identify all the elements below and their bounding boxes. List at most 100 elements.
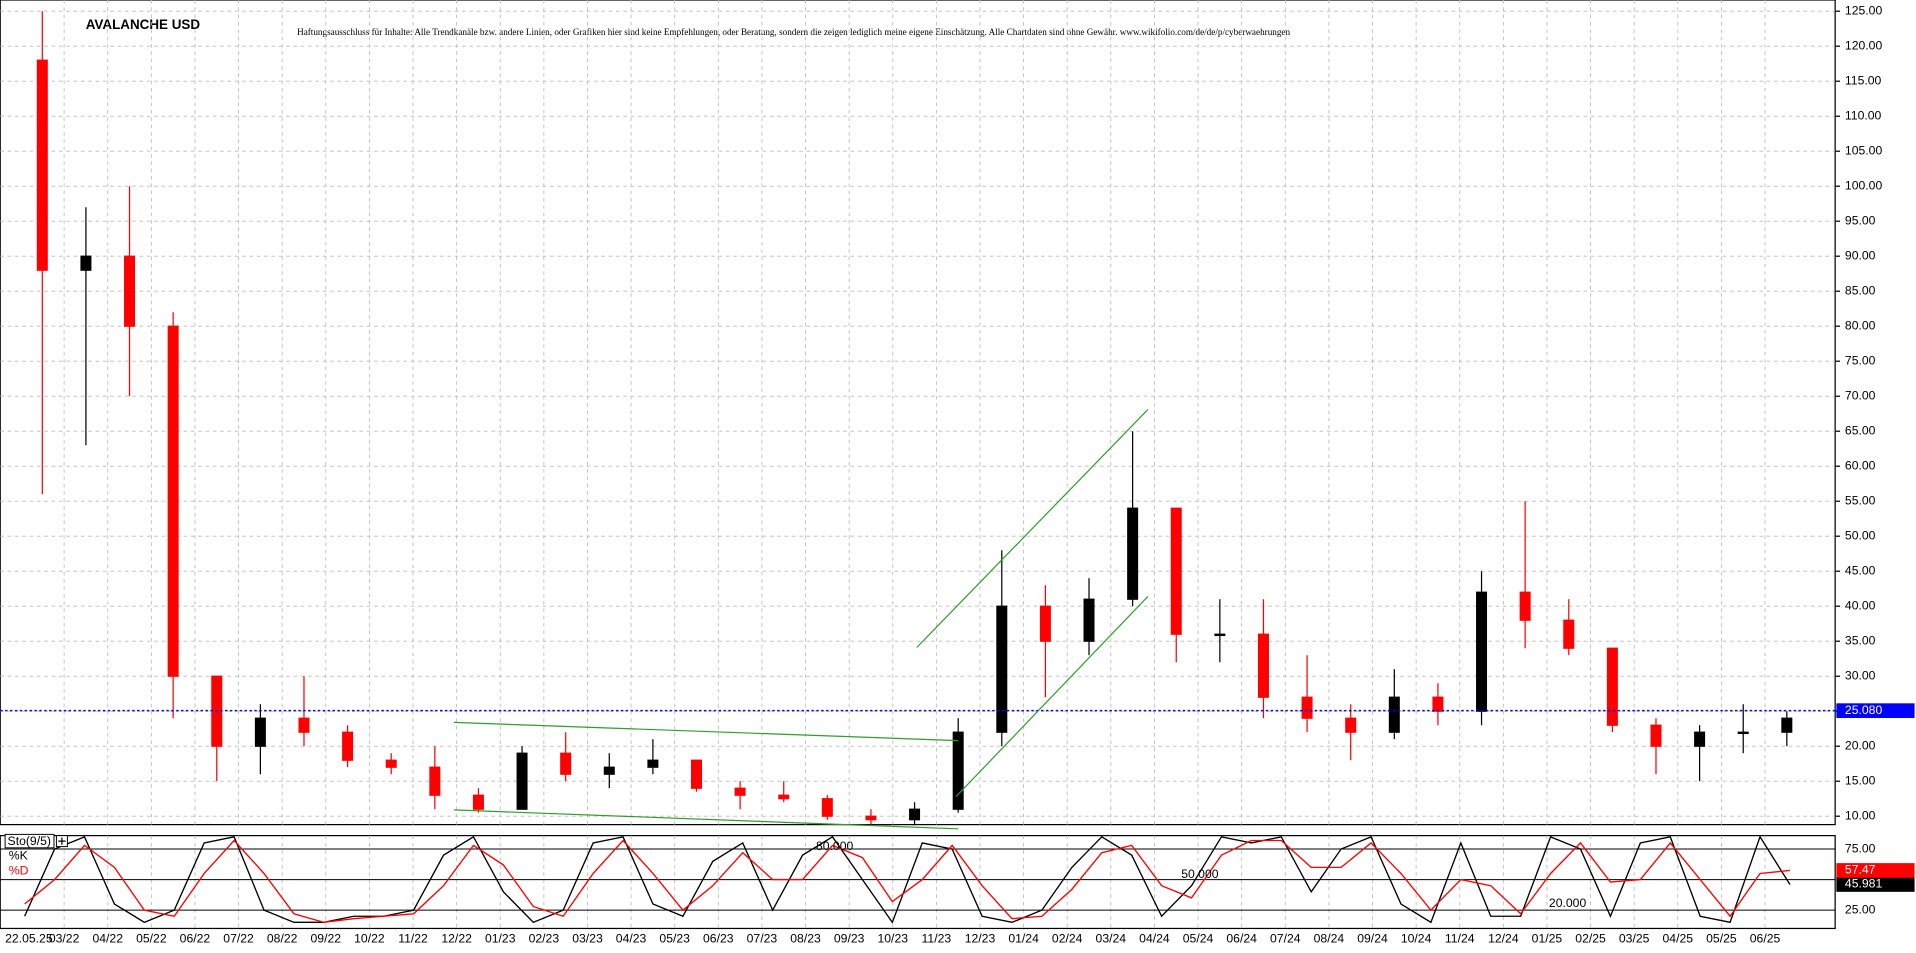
y-tick-label: 40.00 [1845, 598, 1876, 612]
disclaimer: Haftungsausschluss für Inhalte: Alle Tre… [297, 27, 1290, 37]
value-label: 57.47 [1845, 863, 1876, 877]
candle-body [560, 752, 572, 775]
candle-body [603, 766, 615, 775]
legend-entry: %D [9, 863, 29, 877]
y-tick-label: 100.00 [1845, 178, 1883, 192]
candle-body [342, 731, 354, 761]
x-tick-label: 07/23 [747, 932, 778, 946]
x-tick-label: 09/23 [834, 932, 865, 946]
x-tick-label: 11/24 [1445, 932, 1475, 946]
x-tick-label: 22.05.25 [5, 932, 53, 946]
y-tick-label: 80.00 [1845, 318, 1876, 332]
legend-title: Sto(9/5) [8, 834, 51, 848]
y-tick-label: 70.00 [1845, 388, 1876, 402]
candle-body [647, 759, 659, 768]
y-tick-label: 85.00 [1845, 283, 1876, 297]
candle-body [385, 759, 397, 768]
candle-body [1257, 633, 1269, 698]
candle-body [1345, 717, 1357, 733]
candle-body [1039, 605, 1051, 642]
candle-body [167, 325, 179, 677]
y-tick-label: 115.00 [1845, 73, 1882, 87]
x-tick-label: 10/22 [354, 932, 385, 946]
y-tick-label: 65.00 [1845, 423, 1876, 437]
candle-body [429, 766, 441, 796]
candle-body [1083, 598, 1095, 642]
candle-body [1519, 591, 1531, 621]
candle-body [778, 794, 790, 800]
x-tick-label: 03/25 [1619, 932, 1650, 946]
x-tick-label: 07/22 [223, 932, 254, 946]
legend-entry: %K [9, 849, 28, 863]
trendline [955, 595, 1149, 798]
x-tick-label: 01/23 [485, 932, 516, 946]
x-tick-label: 10/23 [877, 932, 908, 946]
value-label-bg [1836, 877, 1915, 892]
candle-body [1214, 633, 1226, 637]
legend-box [4, 833, 55, 849]
x-tick-label: 05/22 [136, 932, 167, 946]
y-tick-label: 20.00 [1845, 738, 1876, 752]
x-tick-label: 04/24 [1139, 932, 1170, 946]
x-tick-label: 05/24 [1183, 932, 1214, 946]
x-tick-label: 09/22 [311, 932, 342, 946]
candle-body [952, 731, 964, 810]
candle-body [1388, 696, 1400, 733]
stoch-line [24, 839, 1791, 924]
x-tick-label: 05/23 [659, 932, 690, 946]
candle-body [516, 752, 528, 810]
x-tick-label: 11/22 [398, 932, 428, 946]
x-tick-label: 08/23 [790, 932, 821, 946]
y-tick-label: 110.00 [1845, 108, 1882, 122]
x-tick-label: 06/25 [1750, 932, 1781, 946]
y-tick-label: 35.00 [1845, 633, 1876, 647]
x-tick-label: 12/23 [965, 932, 996, 946]
x-tick-label: 03/24 [1096, 932, 1127, 946]
stoch-line [24, 835, 1791, 924]
candle-body [691, 759, 703, 789]
trendline [916, 409, 1149, 648]
y-tick-label: 90.00 [1845, 248, 1876, 262]
price-frame [0, 0, 1836, 826]
x-tick-label: 01/24 [1008, 932, 1039, 946]
x-tick-label: 10/24 [1401, 932, 1432, 946]
legend-plus [58, 837, 66, 845]
y-tick-label: 105.00 [1845, 143, 1883, 157]
x-tick-label: 06/24 [1226, 932, 1257, 946]
x-tick-label: 03/22 [49, 932, 80, 946]
candle-body [909, 808, 921, 821]
y-tick-label: 50.00 [1845, 528, 1876, 542]
candle-body [1170, 507, 1182, 635]
y-tick-label: 95.00 [1845, 213, 1876, 227]
y-tick-label: 15.00 [1845, 773, 1876, 787]
stoch-frame [0, 834, 1836, 930]
candle-body [1301, 696, 1313, 719]
candle-body [36, 59, 48, 271]
y-tick-label: 30.00 [1845, 668, 1876, 682]
x-tick-label: 12/22 [441, 932, 472, 946]
x-tick-label: 03/23 [572, 932, 603, 946]
x-tick-label: 08/24 [1314, 932, 1345, 946]
candle-body [865, 815, 877, 821]
candle-body [1606, 647, 1618, 726]
candle-body [1694, 731, 1706, 747]
value-label: 45.981 [1845, 877, 1883, 891]
candle-body [1650, 724, 1662, 747]
x-tick-label: 08/22 [267, 932, 298, 946]
x-tick-label: 11/23 [922, 932, 952, 946]
level-annotation: 50.000 [1181, 867, 1219, 881]
chart-title: AVALANCHE USD [86, 17, 201, 32]
candle-body [124, 255, 136, 327]
candle-body [298, 717, 310, 733]
level-annotation: 80.000 [816, 839, 854, 853]
candle-body [1476, 591, 1488, 712]
y-tick-label: 55.00 [1845, 493, 1876, 507]
y-tick-label: 60.00 [1845, 458, 1876, 472]
y-tick-label: 75.00 [1845, 353, 1876, 367]
x-tick-label: 06/22 [180, 932, 211, 946]
trendline [453, 721, 959, 742]
x-tick-label: 06/23 [703, 932, 734, 946]
reference-label: 25.080 [1845, 703, 1883, 717]
candle-body [1563, 619, 1575, 649]
